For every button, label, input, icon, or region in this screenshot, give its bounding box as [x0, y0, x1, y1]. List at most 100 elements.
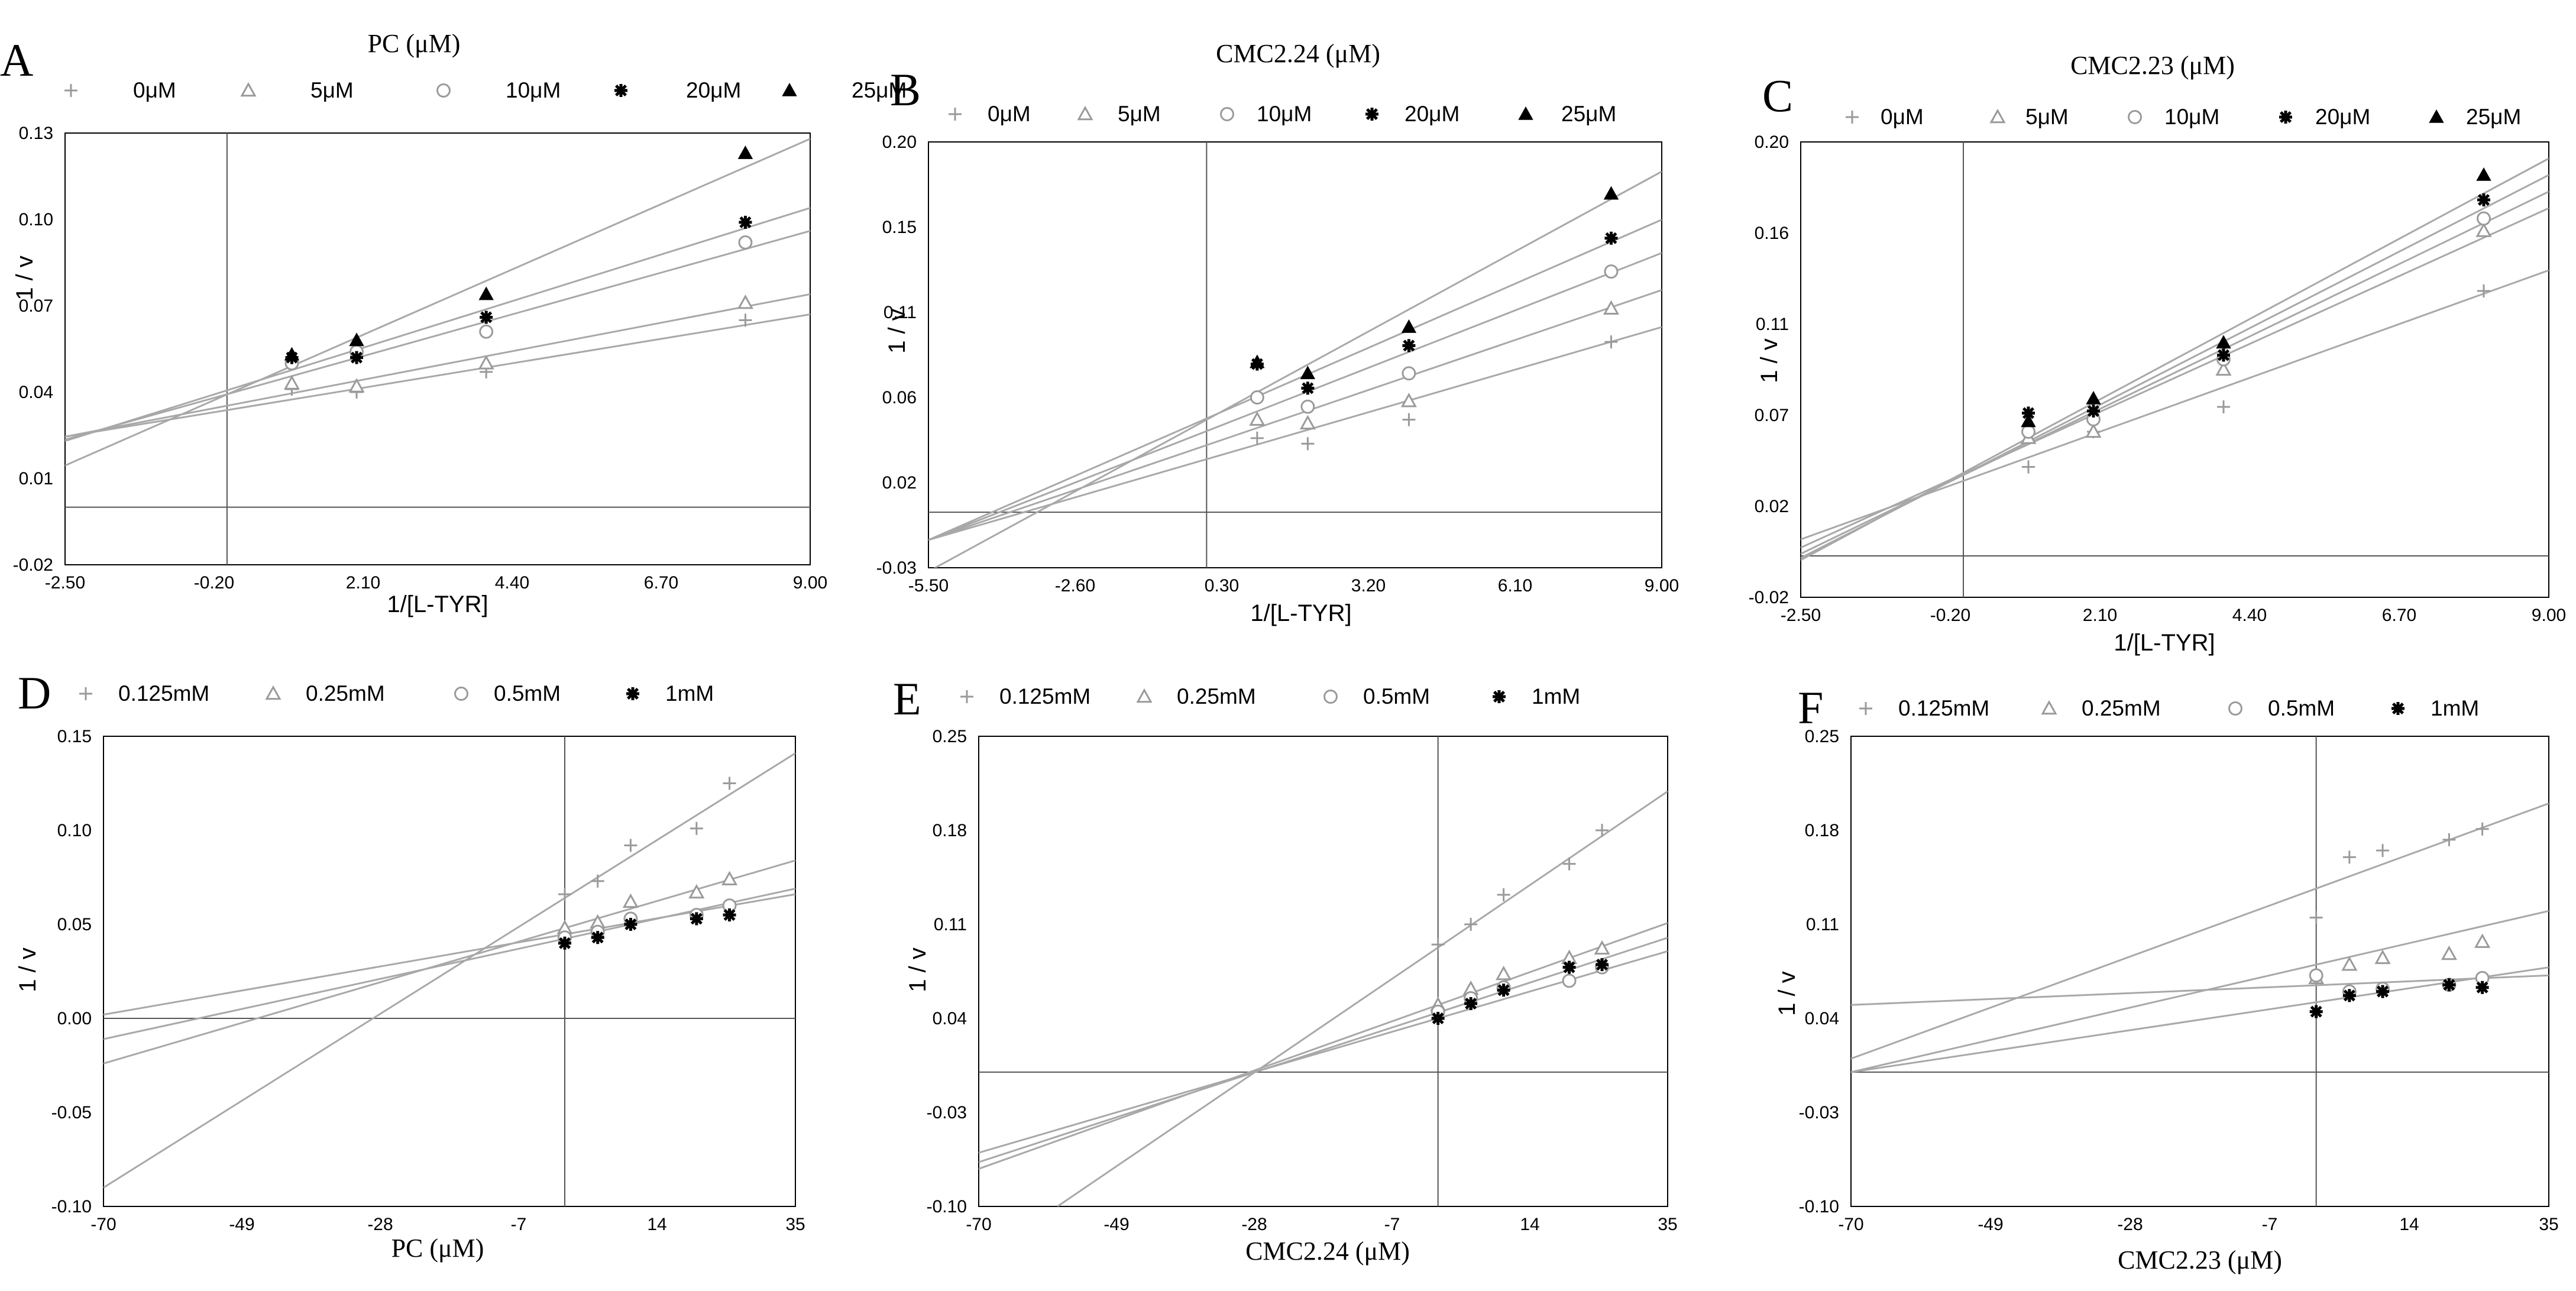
fit-line — [65, 207, 810, 442]
data-point — [2086, 390, 2101, 405]
data-point — [624, 918, 637, 931]
legend-label: 5μM — [310, 78, 354, 102]
x-tick-label: 4.40 — [495, 573, 529, 593]
y-tick-label: 0.02 — [1755, 497, 1789, 516]
x-tick-label: -70 — [90, 1215, 116, 1234]
y-tick-label: 0.05 — [57, 915, 92, 934]
data-point — [2217, 348, 2230, 362]
legend-label: 10μM — [2164, 105, 2219, 129]
y-tick-label: -0.02 — [1749, 588, 1789, 607]
data-point — [690, 912, 703, 926]
y-axis-label: 1 / v — [1756, 338, 1782, 383]
data-point — [1431, 1012, 1445, 1025]
data-point — [2474, 933, 2491, 948]
fit-line — [928, 326, 1662, 541]
data-point — [284, 347, 300, 361]
x-tick-label: 35 — [785, 1215, 805, 1234]
legend-label: 1mM — [1532, 684, 1580, 708]
data-point — [2442, 978, 2456, 992]
y-tick-label: 0.13 — [19, 124, 53, 143]
data-point — [1250, 390, 1264, 405]
fit-line — [1801, 174, 2549, 559]
fit-line — [928, 252, 1662, 541]
data-point — [348, 378, 365, 393]
data-point — [2475, 822, 2489, 836]
legend-label: 0.5mM — [2268, 696, 2335, 720]
legend-entry: 1mM — [626, 681, 714, 706]
legend-label: 5μM — [1118, 102, 1161, 126]
y-axis-label: 1 / v — [905, 947, 931, 992]
fit-line — [979, 950, 1668, 1154]
data-point — [1401, 319, 1417, 333]
chart-title: PC (μM) — [368, 29, 461, 58]
data-point — [2441, 945, 2457, 960]
legend-label: 0μM — [988, 102, 1031, 126]
data-point — [2309, 1005, 2323, 1018]
x-tick-label: 9.00 — [2532, 606, 2566, 625]
legend-marker — [1859, 702, 1872, 715]
x-axis-label: 1/[L-TYR] — [2114, 630, 2215, 656]
legend-label: 20μM — [686, 78, 741, 102]
legend-marker — [240, 82, 257, 97]
y-tick-label: -0.10 — [1799, 1197, 1839, 1216]
data-point — [1301, 437, 1315, 451]
data-point — [737, 145, 753, 159]
x-tick-label: -28 — [1241, 1215, 1267, 1234]
x-axis-label: CMC2.24 (μM) — [1245, 1237, 1410, 1266]
legend-entry: 25μM — [2429, 105, 2521, 129]
legend-marker — [64, 84, 77, 97]
data-point — [283, 375, 300, 390]
x-axis-label: PC (μM) — [391, 1234, 484, 1263]
data-point — [349, 332, 364, 347]
y-tick-label: 0.25 — [1805, 727, 1839, 746]
legend-entry: 5μM — [240, 78, 354, 102]
data-point — [2216, 335, 2231, 349]
fit-line — [1851, 910, 2549, 1073]
x-tick-label: 9.00 — [1645, 576, 1679, 596]
y-tick-label: 0.11 — [934, 915, 967, 934]
chart-panel-c: C CMC2.23 (μM) 0μM 5μM 10μM 20μM 25μM -2.50 -0.2… — [1749, 51, 2567, 656]
data-point — [591, 874, 604, 888]
legend-marker — [436, 83, 451, 98]
legend-marker — [626, 687, 639, 700]
data-point — [737, 295, 753, 309]
y-tick-label: 0.01 — [19, 469, 53, 488]
x-tick-label: 14 — [1520, 1215, 1539, 1234]
fit-line — [933, 170, 1662, 568]
legend-marker — [2279, 111, 2292, 124]
chart-title: CMC2.24 (μM) — [1216, 39, 1380, 68]
chart-title: CMC2.23 (μM) — [2070, 51, 2235, 80]
data-point — [1464, 918, 1478, 931]
legend-entry: 0μM — [1846, 105, 1924, 129]
data-point — [2476, 167, 2491, 181]
legend-label: 0.125mM — [999, 684, 1090, 708]
x-tick-label: -2.60 — [1055, 576, 1095, 596]
legend-marker — [1220, 107, 1234, 121]
panel-letter: E — [893, 673, 921, 724]
y-axis-label: 1 / v — [12, 255, 38, 300]
legend-marker — [1518, 106, 1533, 120]
y-tick-label: 0.15 — [882, 218, 917, 237]
legend-entry: 0.5mM — [1323, 684, 1430, 708]
y-tick-label: 0.11 — [884, 303, 917, 322]
legend-entry: 20μM — [1365, 102, 1459, 126]
y-tick-label: -0.10 — [51, 1197, 92, 1216]
data-point — [2085, 423, 2102, 438]
y-tick-label: 0.16 — [1755, 224, 1789, 243]
data-point — [2374, 949, 2391, 965]
fit-line — [103, 752, 795, 1189]
legend-marker — [1323, 690, 1338, 704]
x-tick-label: -70 — [966, 1215, 991, 1234]
data-point — [1596, 958, 1609, 972]
data-point — [2215, 361, 2232, 376]
panel-letter: B — [890, 64, 921, 115]
data-point — [1402, 339, 1416, 352]
legend-marker — [2041, 700, 2057, 715]
legend-label: 1mM — [665, 681, 714, 706]
data-point — [558, 936, 571, 950]
x-tick-label: 6.70 — [2382, 606, 2416, 625]
y-axis-label: 1 / v — [884, 309, 910, 354]
y-tick-label: 0.10 — [19, 210, 53, 229]
plot-frame — [1850, 736, 2549, 1207]
